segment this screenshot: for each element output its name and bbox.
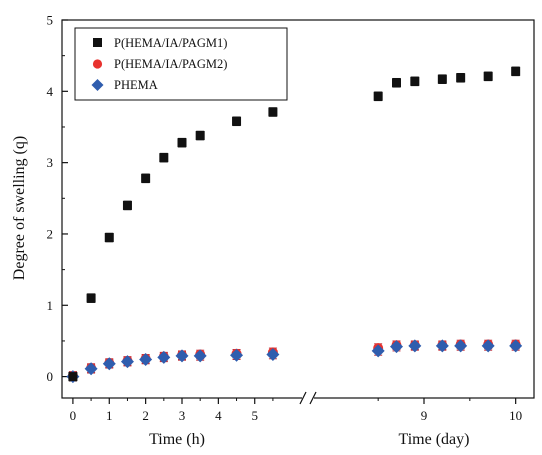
legend-label-phema: PHEMA — [114, 78, 158, 92]
data-point-phema — [481, 339, 495, 353]
data-point-phema — [371, 344, 385, 358]
data-markers — [66, 66, 523, 384]
x-axis-title-days: Time (day) — [399, 431, 470, 448]
data-point-pagm1 — [195, 131, 205, 141]
data-point-phema — [102, 357, 116, 371]
data-point-pagm1 — [159, 153, 169, 163]
legend-marker-pagm2 — [92, 59, 103, 69]
data-point-pagm1 — [373, 91, 383, 101]
data-point-pagm1 — [392, 78, 401, 88]
data-point-pagm1 — [104, 233, 114, 243]
legend-marker-pagm1 — [93, 38, 102, 47]
data-point-pagm1 — [268, 107, 278, 117]
y-tick-label: 4 — [47, 84, 54, 99]
data-point-pagm1 — [483, 71, 493, 81]
legend-box — [74, 27, 288, 101]
axis-break-marker — [299, 391, 317, 405]
data-point-phema — [509, 339, 523, 353]
x-axis-title-hours: Time (h) — [149, 431, 205, 448]
legend-label-pagm1: P(HEMA/IA/PAGM1) — [114, 36, 227, 50]
y-tick-label: 5 — [47, 13, 54, 28]
x-tick-label: 9 — [421, 408, 428, 423]
data-point-pagm1 — [437, 74, 447, 84]
data-point-pagm1 — [511, 66, 521, 76]
y-tick-label: 1 — [47, 298, 54, 313]
y-tick-label: 0 — [47, 369, 54, 384]
data-point-phema — [157, 350, 171, 364]
legend-label-pagm2: P(HEMA/IA/PAGM2) — [114, 57, 227, 71]
data-point-phema — [84, 362, 98, 376]
data-point-phema — [408, 339, 422, 353]
data-point-phema — [390, 340, 403, 354]
axis-break-gap — [302, 394, 314, 402]
data-point-phema — [435, 339, 449, 353]
data-point-pagm1 — [141, 173, 151, 183]
y-axis: 0 1 2 3 4 5 — [47, 13, 68, 384]
data-point-phema — [139, 352, 153, 366]
error-bars — [68, 66, 520, 382]
y-axis-title: Degree of swelling (q) — [11, 136, 28, 280]
data-point-pagm1 — [456, 73, 466, 83]
data-point-phema — [120, 355, 134, 369]
data-point-phema — [454, 339, 468, 353]
plot-frame — [61, 19, 535, 399]
data-point-phema — [230, 348, 244, 362]
x-tick-label: 2 — [142, 408, 149, 423]
data-point-pagm1 — [410, 76, 420, 86]
data-point-pagm1 — [122, 200, 132, 210]
data-point-pagm1 — [232, 116, 242, 126]
y-tick-label: 3 — [47, 155, 54, 170]
x-tick-label: 0 — [70, 408, 77, 423]
data-point-pagm1 — [86, 293, 96, 303]
x-tick-label: 10 — [509, 408, 522, 423]
data-point-phema — [175, 349, 189, 363]
data-point-pagm1 — [68, 372, 78, 382]
x-axis: 0 1 2 3 4 5 9 10 — [70, 398, 522, 423]
axis-break-slash — [309, 391, 317, 405]
x-tick-label: 5 — [251, 408, 258, 423]
y-tick-label: 2 — [47, 226, 54, 241]
x-tick-label: 1 — [106, 408, 113, 423]
data-point-pagm1 — [177, 138, 187, 148]
legend: P(HEMA/IA/PAGM1) P(HEMA/IA/PAGM2) PHEMA — [74, 27, 288, 101]
axis-break-slash — [299, 391, 307, 405]
x-tick-label: 3 — [179, 408, 186, 423]
data-point-phema — [193, 349, 207, 363]
x-tick-label: 4 — [215, 408, 222, 423]
legend-marker-phema — [91, 79, 104, 91]
data-point-phema — [266, 347, 280, 361]
